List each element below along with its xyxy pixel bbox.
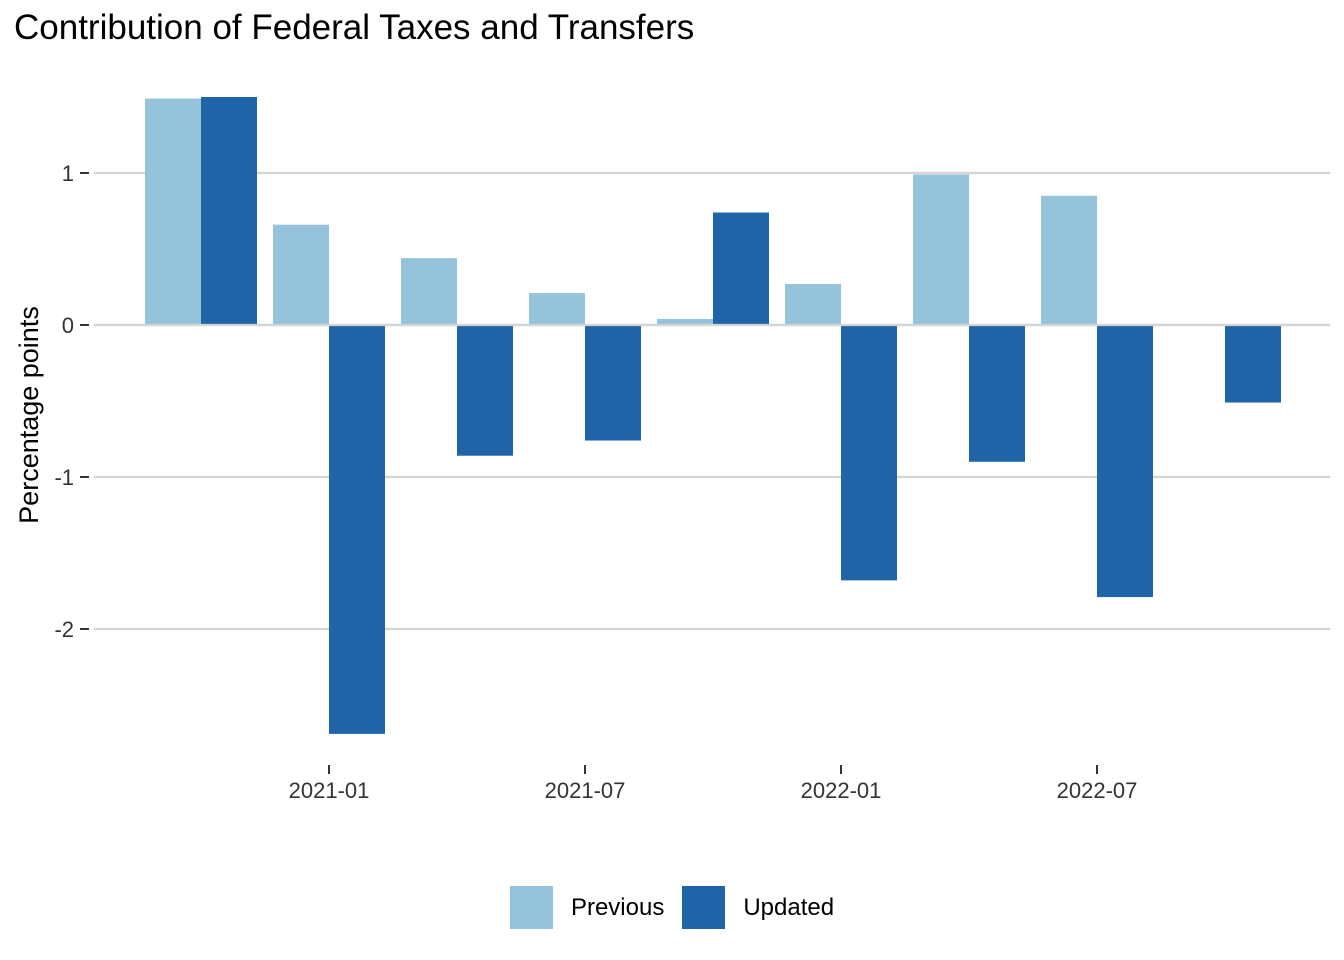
y-axis-title: Percentage points <box>14 306 44 524</box>
bar-updated-2022-10 <box>1225 325 1281 403</box>
bar-updated-2022-07 <box>1097 325 1153 598</box>
bar-previous-2021-04 <box>401 258 457 325</box>
bar-previous-2021-10 <box>657 318 713 325</box>
bar-updated-2021-07 <box>585 325 641 441</box>
bar-previous-2022-07 <box>1041 195 1097 325</box>
legend-label-updated: Updated <box>743 893 835 921</box>
bar-previous-2022-04 <box>913 174 969 325</box>
bar-updated-2022-04 <box>969 325 1025 462</box>
bar-updated-2021-10 <box>713 212 769 325</box>
x-tick-label: 2021-01 <box>289 778 370 803</box>
legend-item-previous: Previous <box>509 886 665 929</box>
legend: Previous Updated <box>0 886 1344 929</box>
chart-title: Contribution of Federal Taxes and Transf… <box>14 8 695 47</box>
legend-swatch-previous <box>509 886 553 929</box>
y-tick-label: 1 <box>62 161 74 186</box>
bar-previous-2022-01 <box>785 283 841 325</box>
y-tick-label: 0 <box>62 313 74 338</box>
x-tick-label: 2022-07 <box>1057 778 1138 803</box>
axes: 1 0 -1 -2 2021-01 2021-07 2022-01 2022-07 <box>54 161 1137 803</box>
bar-updated-2020-10 <box>201 97 257 325</box>
legend-swatch-updated <box>682 886 726 929</box>
legend-label-previous: Previous <box>570 893 665 921</box>
bar-previous-2021-07 <box>529 293 585 325</box>
x-tick-label: 2022-01 <box>801 778 882 803</box>
bar-updated-2021-04 <box>457 325 513 456</box>
y-tick-label: -1 <box>54 465 74 490</box>
bar-previous-2021-01 <box>273 224 329 325</box>
legend-item-updated: Updated <box>682 886 834 929</box>
bar-updated-2022-01 <box>841 325 897 581</box>
bar-previous-2020-10 <box>145 98 201 326</box>
y-tick-label: -2 <box>54 617 74 642</box>
x-tick-label: 2021-07 <box>545 778 626 803</box>
bar-updated-2021-01 <box>329 325 385 734</box>
bars <box>94 97 1330 734</box>
